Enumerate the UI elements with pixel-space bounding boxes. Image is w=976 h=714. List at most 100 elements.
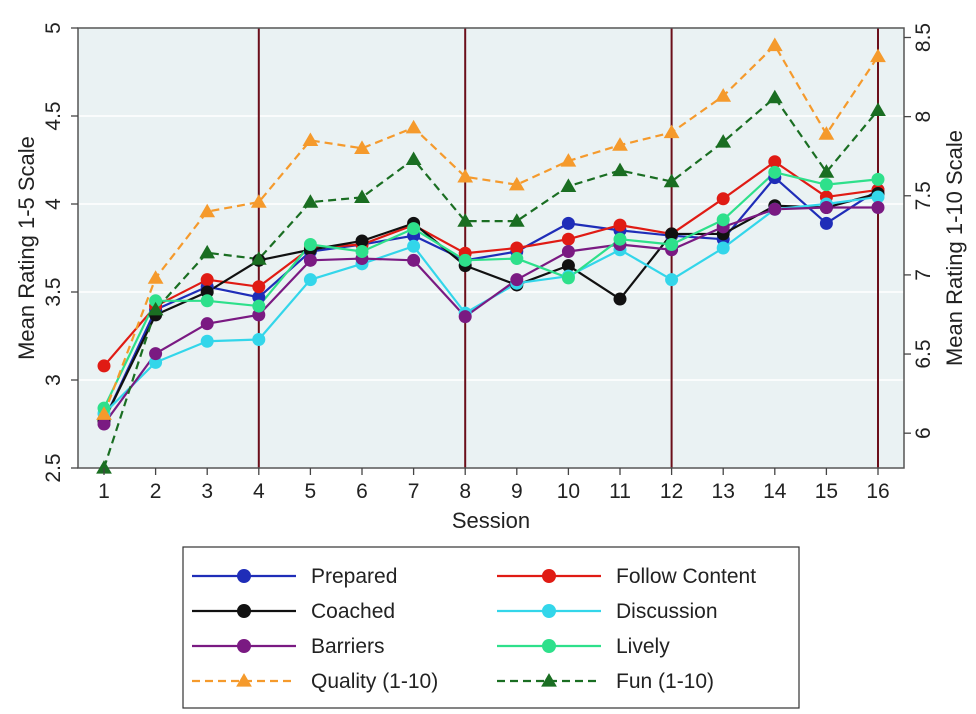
y-left-tick-label-4: 4 [42, 198, 65, 210]
data-point-quality-1-10-11 [612, 137, 628, 151]
data-point-quality-1-10-4 [250, 194, 267, 208]
data-point-fun-1-10-1 [96, 460, 112, 474]
data-point-discussion-12 [665, 273, 679, 287]
x-tick-label-4: 4 [253, 480, 265, 503]
data-point-quality-1-10-7 [405, 119, 422, 134]
data-point-prepared-15 [819, 216, 833, 230]
y-right-tick-label-6: 6 [912, 427, 935, 439]
series-line-prepared [103, 176, 879, 421]
y-right-tick-label-7-5: 7.5 [912, 181, 935, 210]
plot-background [78, 28, 904, 468]
data-point-fun-1-10-16 [870, 102, 886, 116]
data-point-lively-5 [303, 237, 317, 251]
x-axis-title: Session [452, 508, 530, 533]
data-point-barriers-9 [510, 273, 524, 287]
data-point-discussion-3 [200, 334, 214, 348]
data-point-coached-6 [355, 234, 369, 248]
legend-marker-discussion [542, 604, 556, 618]
data-point-fun-1-10-12 [663, 173, 680, 188]
data-point-quality-1-10-2 [147, 270, 164, 284]
y-axis-right-title: Mean Rating 1-10 Scale [942, 130, 967, 366]
legend-label-follow-content: Follow Content [616, 565, 756, 588]
data-point-fun-1-10-5 [302, 194, 319, 208]
y-axis-left: 2.5 3 3.5 4 4.5 5 [42, 22, 78, 483]
data-point-fun-1-10-6 [354, 189, 370, 204]
x-tick-label-1: 1 [98, 480, 110, 503]
x-tick-label-16: 16 [866, 480, 889, 503]
data-point-follow-content-9 [510, 241, 524, 255]
x-tick-label-12: 12 [660, 480, 683, 503]
y-right-tick-label-8: 8 [912, 111, 935, 123]
x-tick-label-10: 10 [557, 480, 580, 503]
data-point-fun-1-10-7 [405, 151, 422, 166]
data-point-quality-1-10-15 [818, 126, 835, 140]
data-point-coached-11 [613, 292, 627, 306]
series-markers [96, 37, 886, 474]
data-point-fun-1-10-3 [199, 244, 216, 259]
data-point-lively-6 [355, 245, 369, 259]
data-point-barriers-3 [200, 317, 214, 331]
y-left-tick-label-3: 3 [42, 374, 65, 386]
data-point-quality-1-10-12 [663, 124, 680, 139]
data-point-fun-1-10-4 [250, 251, 267, 265]
data-point-lively-16 [871, 172, 885, 186]
data-point-quality-1-10-6 [354, 140, 370, 154]
data-point-prepared-10 [561, 216, 575, 230]
x-tick-label-3: 3 [201, 480, 213, 503]
y-right-tick-label-7: 7 [912, 269, 935, 281]
x-tick-label-13: 13 [712, 480, 735, 503]
data-point-follow-content-14 [768, 155, 782, 169]
data-point-quality-1-10-3 [199, 203, 216, 218]
data-point-quality-1-10-5 [302, 132, 319, 147]
data-point-quality-1-10-14 [766, 37, 783, 52]
data-point-discussion-7 [407, 239, 421, 253]
x-axis: 1 2 3 4 5 6 7 8 9 10 11 12 13 14 15 16 [98, 468, 890, 503]
data-point-lively-4 [252, 299, 266, 313]
data-point-coached-12 [665, 227, 679, 241]
data-point-fun-1-10-9 [508, 213, 525, 227]
data-point-lively-13 [716, 213, 730, 227]
x-tick-label-6: 6 [356, 480, 368, 503]
data-point-discussion-13 [716, 241, 730, 255]
x-tick-label-14: 14 [763, 480, 787, 503]
y-right-tick-label-8-5: 8.5 [912, 23, 935, 52]
data-point-barriers-1 [97, 417, 111, 431]
data-point-barriers-16 [871, 201, 885, 215]
x-tick-label-7: 7 [408, 480, 420, 503]
data-point-lively-14 [768, 165, 782, 179]
x-tick-label-5: 5 [305, 480, 317, 503]
y-right-tick-label-6-5: 6.5 [912, 339, 935, 368]
legend-label-quality-1-10: Quality (1-10) [311, 670, 438, 693]
data-point-lively-11 [613, 232, 627, 246]
data-point-discussion-4 [252, 333, 266, 347]
data-point-quality-1-10-8 [457, 168, 474, 183]
legend-marker-barriers [237, 639, 251, 653]
data-point-lively-3 [200, 294, 214, 308]
series-line-coached [103, 192, 879, 421]
data-point-barriers-7 [407, 253, 421, 267]
data-point-fun-1-10-10 [560, 178, 577, 192]
data-point-coached-10 [561, 259, 575, 273]
legend-label-lively: Lively [616, 635, 670, 658]
data-point-lively-7 [407, 222, 421, 236]
legend-marker-follow-content [542, 569, 556, 583]
data-point-barriers-15 [819, 201, 833, 215]
data-point-follow-content-4 [252, 280, 266, 294]
series-line-barriers [103, 206, 878, 425]
data-point-discussion-5 [303, 273, 317, 287]
data-point-fun-1-10-13 [715, 134, 732, 148]
x-tick-label-8: 8 [459, 480, 471, 503]
data-point-quality-1-10-9 [508, 176, 525, 191]
data-point-lively-10 [561, 271, 575, 285]
legend-marker-quality-1-10 [236, 673, 252, 687]
x-tick-label-2: 2 [150, 480, 162, 503]
y-axis-right: 6 6.5 7 7.5 8 8.5 [904, 23, 935, 439]
y-left-tick-label-5: 5 [42, 22, 65, 34]
data-point-barriers-10 [561, 245, 575, 259]
data-point-lively-8 [458, 253, 472, 267]
data-point-fun-1-10-11 [612, 162, 628, 177]
legend-label-discussion: Discussion [616, 600, 718, 623]
legend-label-fun-1-10: Fun (1-10) [616, 670, 714, 693]
y-left-tick-label-4-5: 4.5 [42, 101, 65, 130]
